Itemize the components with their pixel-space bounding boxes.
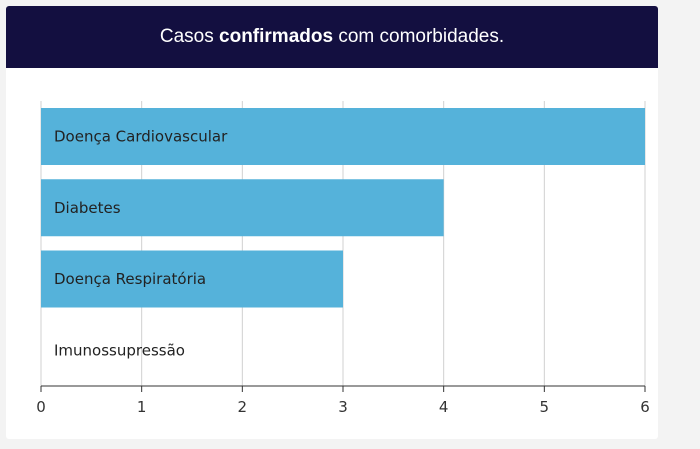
bar-label: Imunossupressão [54,341,185,359]
x-tick-label: 5 [540,398,550,416]
x-tick-label: 4 [439,398,449,416]
bar [41,250,343,308]
bar-label: Doença Cardiovascular [54,128,228,146]
chart-card: Casos confirmados com comorbidades. Doen… [6,6,658,439]
chart-title: Casos confirmados com comorbidades. [6,6,658,68]
bar-label: Diabetes [54,199,121,217]
bar [41,179,444,237]
x-tick-label: 1 [137,398,147,416]
chart-title-bold: confirmados [219,26,334,47]
chart-title-prefix: Casos [159,26,220,47]
x-tick-label: 0 [36,398,46,416]
bar-label: Doença Respiratória [54,270,206,288]
chart-title-suffix: com comorbidades. [333,26,505,47]
x-tick-label: 3 [338,398,348,416]
x-tick-label: 2 [238,398,248,416]
bar [41,108,645,165]
bar-chart: Doença Cardiovascular Diabetes Doença Resp… [36,101,650,416]
x-tick-label: 6 [640,398,650,416]
